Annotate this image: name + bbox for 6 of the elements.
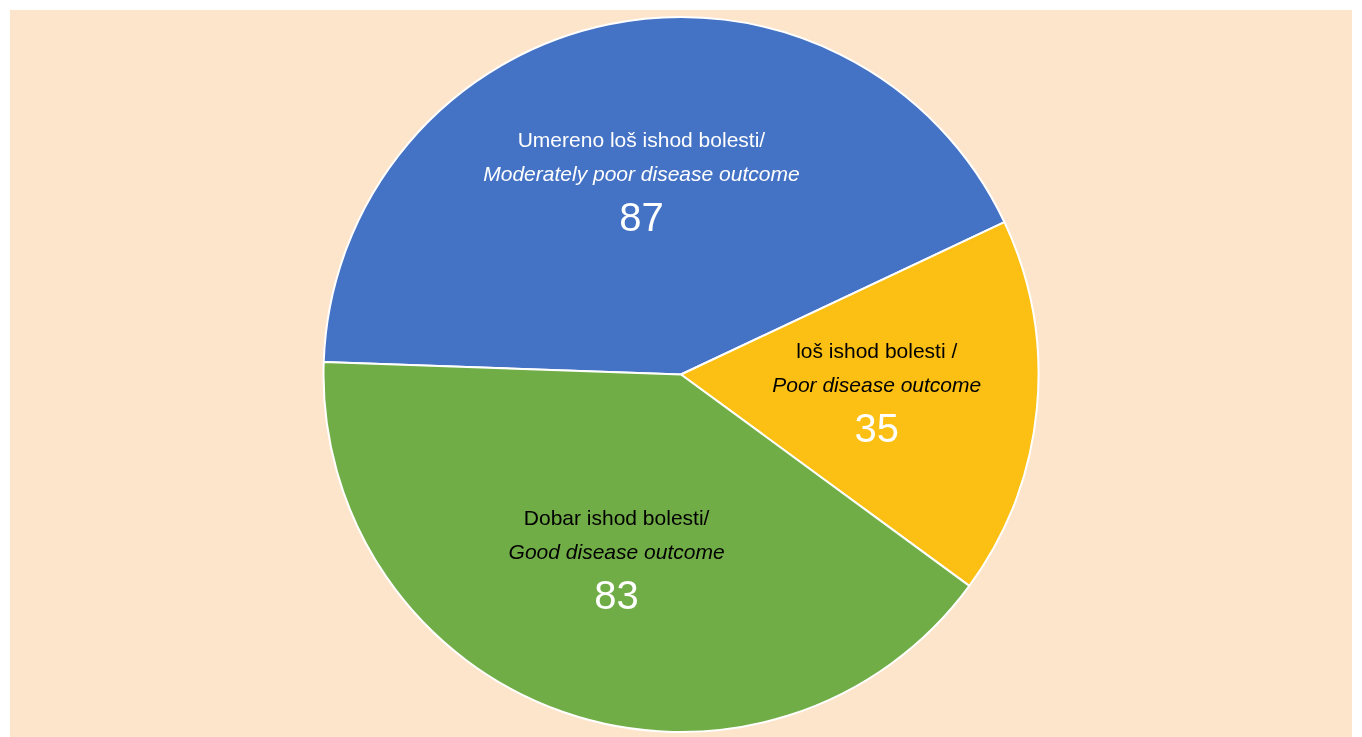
slice-label: Umereno loš ishod bolesti/ Moderately poor disease outcome	[483, 127, 800, 185]
data-label: 35	[854, 406, 899, 451]
data-label: 87	[619, 194, 664, 239]
slice-label: loš ishod bolesti / Poor disease outcome	[772, 339, 982, 397]
data-label: 83	[594, 573, 639, 618]
slice-label: Dobar ishod bolesti/ Good disease outcome	[508, 506, 725, 564]
